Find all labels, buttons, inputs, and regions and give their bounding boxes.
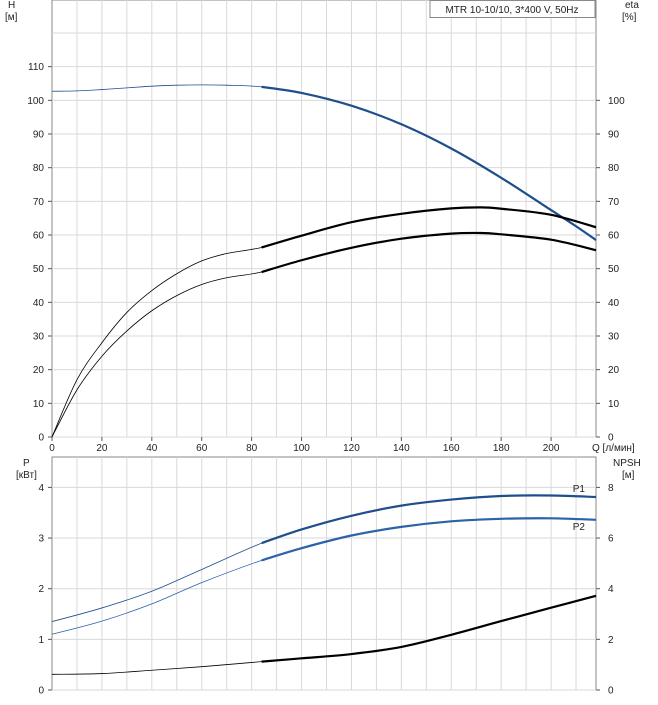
left-tick-label: 80 [33, 163, 45, 174]
right-tick-label: 100 [608, 96, 625, 107]
left-axis-label: P [23, 458, 30, 469]
right-tick-label: 30 [608, 332, 620, 343]
right-tick-label: 50 [608, 264, 620, 275]
left-tick-label: 3 [38, 534, 44, 545]
x-tick-label: 120 [343, 443, 360, 454]
left-tick-label: 10 [33, 399, 45, 410]
series-eta_total-line [261, 231, 597, 274]
left-tick-label: 20 [33, 365, 45, 376]
x-tick-label: 140 [393, 443, 410, 454]
left-tick-label: 30 [33, 332, 45, 343]
x-tick-label: 100 [293, 443, 310, 454]
left-axis-unit: [кВт] [16, 470, 37, 481]
panel-top-frame [51, 0, 597, 438]
x-tick-label: 40 [146, 443, 158, 454]
left-tick-label: 70 [33, 197, 45, 208]
right-tick-label: 80 [608, 163, 620, 174]
series-npsh-thin [51, 595, 597, 675]
series-P1-line [261, 494, 597, 545]
right-axis-label: NPSH [613, 458, 641, 469]
right-tick-label: 8 [608, 483, 614, 494]
x-tick-label: 60 [196, 443, 208, 454]
right-tick-label: 20 [608, 365, 620, 376]
right-tick-label: 40 [608, 298, 620, 309]
right-tick-label: 70 [608, 197, 620, 208]
x-tick-label: 180 [493, 443, 510, 454]
series-label-P1: P1 [573, 484, 586, 495]
right-tick-label: 4 [608, 584, 614, 595]
left-tick-label: 2 [38, 584, 44, 595]
series-eta_pump-line [261, 206, 597, 249]
right-axis-label: eta [625, 0, 639, 11]
x-tick-label: 20 [96, 443, 108, 454]
panel-bottom-frame [51, 456, 597, 691]
left-axis-label: H [8, 0, 15, 11]
left-tick-label: 90 [33, 130, 45, 141]
series-P2-line [261, 517, 597, 562]
left-tick-label: 1 [38, 635, 44, 646]
left-tick-label: 40 [33, 298, 45, 309]
series-head-line [261, 85, 597, 241]
right-axis-unit: [%] [622, 12, 637, 23]
left-tick-label: 50 [33, 264, 45, 275]
right-tick-label: 90 [608, 130, 620, 141]
left-tick-label: 4 [38, 483, 44, 494]
right-tick-label: 2 [608, 635, 614, 646]
right-tick-label: 10 [608, 399, 620, 410]
left-axis-unit: [м] [5, 12, 18, 23]
x-axis-label: Q [л/мин] [592, 443, 635, 454]
right-tick-label: 0 [608, 433, 614, 444]
left-tick-label: 0 [38, 686, 44, 697]
x-tick-label: 160 [443, 443, 460, 454]
x-tick-label: 80 [246, 443, 258, 454]
series-P1-thin [51, 495, 597, 623]
series-npsh-line [261, 594, 597, 663]
series-label-P2: P2 [573, 522, 586, 533]
left-tick-label: 100 [27, 96, 44, 107]
right-tick-label: 60 [608, 231, 620, 242]
series-eta_pump-thin [51, 206, 597, 438]
left-tick-label: 0 [38, 433, 44, 444]
model-label: MTR 10-10/10, 3*400 V, 50Hz [445, 5, 578, 16]
series-eta_total-thin [51, 232, 597, 438]
x-tick-label: 0 [49, 443, 55, 454]
left-tick-label: 60 [33, 231, 45, 242]
right-tick-label: 0 [608, 686, 614, 697]
right-axis-unit: [м] [622, 470, 635, 481]
right-tick-label: 6 [608, 534, 614, 545]
model-label-box [429, 0, 596, 18]
x-tick-label: 200 [543, 443, 560, 454]
series-head-thin [51, 84, 597, 241]
left-tick-label: 110 [28, 62, 44, 73]
